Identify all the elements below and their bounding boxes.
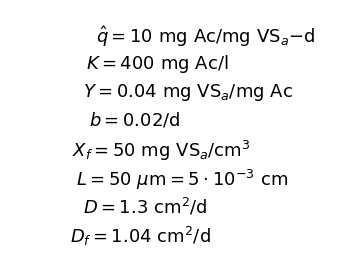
Text: $Y = 0.04\ \mathrm{mg\ VS}_{a}\mathrm{/mg\ Ac}$: $Y = 0.04\ \mathrm{mg\ VS}_{a}\mathrm{/m… bbox=[83, 82, 293, 103]
Text: $D = 1.3\ \mathrm{cm}^2\mathrm{/d}$: $D = 1.3\ \mathrm{cm}^2\mathrm{/d}$ bbox=[83, 197, 207, 218]
Text: $K = 400\ \mathrm{mg\ Ac/l}$: $K = 400\ \mathrm{mg\ Ac/l}$ bbox=[86, 53, 229, 75]
Text: $\hat{q} = 10\ \mathrm{mg\ Ac/mg\ VS}_{a}\mathrm{-d}$: $\hat{q} = 10\ \mathrm{mg\ Ac/mg\ VS}_{a… bbox=[96, 24, 315, 49]
Text: $X_{f} = 50\ \mathrm{mg\ VS}_{a}\mathrm{/cm}^3$: $X_{f} = 50\ \mathrm{mg\ VS}_{a}\mathrm{… bbox=[72, 139, 250, 163]
Text: $L = 50\ \mu\mathrm{m} = 5 \cdot 10^{-3}\ \mathrm{cm}$: $L = 50\ \mu\mathrm{m} = 5 \cdot 10^{-3}… bbox=[76, 168, 288, 192]
Text: $D_{f} = 1.04\ \mathrm{cm}^2\mathrm{/d}$: $D_{f} = 1.04\ \mathrm{cm}^2\mathrm{/d}$ bbox=[70, 225, 211, 248]
Text: $b = 0.02\mathrm{/d}$: $b = 0.02\mathrm{/d}$ bbox=[89, 111, 181, 130]
